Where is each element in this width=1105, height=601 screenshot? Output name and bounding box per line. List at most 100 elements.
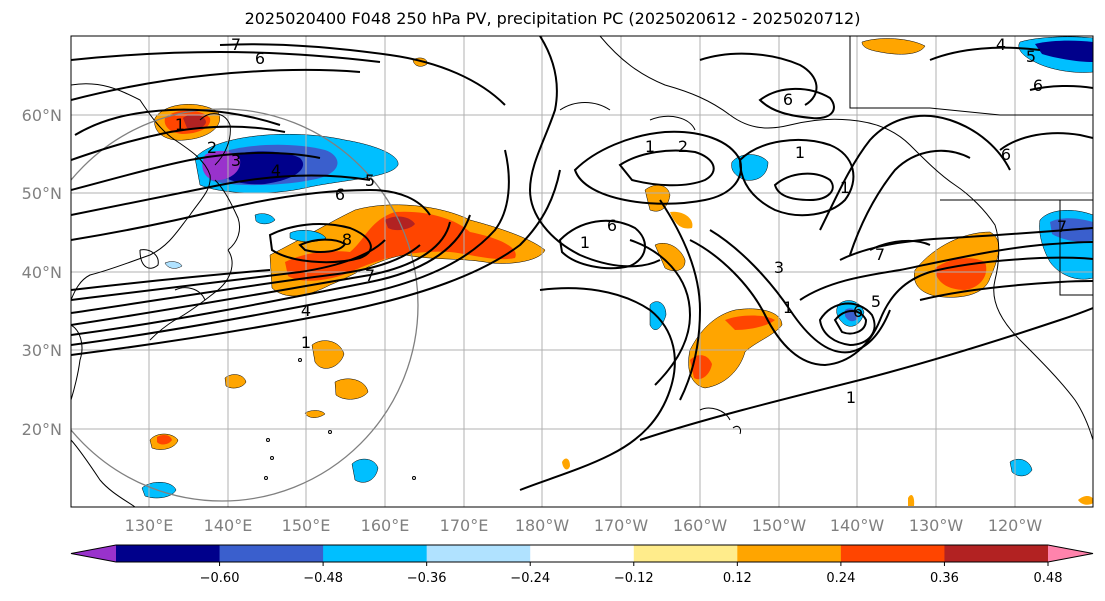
contour-label: 1 <box>840 178 850 197</box>
latitude-axis: 60°N 50°N 40°N 30°N 20°N <box>22 106 62 439</box>
colorbar-tick-label: −0.48 <box>303 571 343 586</box>
pv-contour <box>709 229 891 354</box>
contour-label: 6 <box>1033 76 1043 95</box>
lat-tick-label: 30°N <box>22 341 62 360</box>
contour-label: 2 <box>678 137 688 156</box>
pv-contour <box>819 114 1011 231</box>
contour-label: 2 <box>207 138 217 157</box>
contour-label: 6 <box>335 185 345 204</box>
contour-label: 6 <box>255 49 265 68</box>
contour-label: 3 <box>774 258 784 277</box>
contour-label: 1 <box>175 115 185 134</box>
colorbar-box <box>944 545 1049 562</box>
pv-contour <box>833 310 868 335</box>
contour-label: 7 <box>231 35 241 54</box>
pv-contour <box>219 43 506 106</box>
colorbar-tick-label: 0.36 <box>930 571 959 586</box>
lat-tick-label: 20°N <box>22 420 62 439</box>
lon-tick-label: 170°W <box>594 516 649 535</box>
lon-tick-label: 130°W <box>909 516 964 535</box>
colorbar-tick-label: −0.60 <box>200 571 240 586</box>
colorbar-tick-label: 0.12 <box>723 571 752 586</box>
contour-label: 5 <box>1026 47 1036 66</box>
longitude-axis: 130°E 140°E 150°E 160°E 170°E 180°W 170°… <box>125 516 1043 535</box>
pv-contour <box>71 244 421 314</box>
pv-contour <box>71 174 371 216</box>
pv-contour <box>71 214 471 336</box>
lat-tick-label: 60°N <box>22 106 62 125</box>
pv-contour <box>71 188 431 241</box>
contour-label: 4 <box>996 35 1006 54</box>
range-circle <box>71 108 419 502</box>
colorbar-box <box>737 545 842 562</box>
colorbar-box <box>219 545 324 562</box>
pv-contour <box>298 238 347 253</box>
lon-tick-label: 120°W <box>988 516 1043 535</box>
contour-label: 7 <box>1057 217 1067 236</box>
pv-contour <box>818 302 876 347</box>
colorbar: −0.60 −0.48 −0.36 −0.24 −0.12 0.12 0.24 0.36 0.4… <box>70 544 1094 586</box>
lon-tick-label: 180°W <box>515 516 570 535</box>
lon-tick-label: 140°E <box>204 516 253 535</box>
colorbar-box <box>323 545 428 562</box>
pv-contour <box>74 108 281 136</box>
pv-contour <box>629 239 692 386</box>
pv-contour <box>929 46 1041 61</box>
colorbar-extension-low <box>71 545 116 562</box>
pv-contour <box>799 241 1093 301</box>
contour-label: 1 <box>580 233 590 252</box>
pv-contour <box>773 172 834 202</box>
pv-contour <box>689 239 1093 367</box>
pv-contour <box>71 149 510 346</box>
contour-label: 7 <box>875 245 885 264</box>
colorbar-tick-label: −0.12 <box>614 571 654 586</box>
colorbar-box <box>633 545 738 562</box>
coastlines <box>71 36 1093 507</box>
colorbar-box <box>840 545 945 562</box>
contour-label: 3 <box>231 151 241 170</box>
pv-contour <box>71 68 361 101</box>
colorbar-box <box>116 545 221 562</box>
pv-contour <box>849 149 971 256</box>
pv-contour <box>573 130 742 205</box>
pv-contour <box>618 149 715 187</box>
colorbar-box <box>530 545 635 562</box>
pv-contour <box>519 287 676 491</box>
contour-label: 7 <box>365 266 375 285</box>
lat-tick-label: 40°N <box>22 263 62 282</box>
pv-contour <box>999 132 1093 151</box>
positive-anomaly-south-pacific <box>688 308 783 389</box>
pv-contour <box>71 239 386 301</box>
pv-contour <box>71 50 381 63</box>
pv-contour <box>1029 84 1093 91</box>
pv-contour <box>71 269 271 291</box>
lon-tick-label: 140°W <box>830 516 885 535</box>
pv-contour <box>528 36 661 268</box>
pv-contour <box>268 223 372 264</box>
contour-label: 1 <box>301 333 311 352</box>
map-title: 2025020400 F048 250 hPa PV, precipitatio… <box>244 9 861 28</box>
contour-label: 4 <box>271 161 281 180</box>
colorbar-tick-label: 0.24 <box>826 571 855 586</box>
contour-label: 8 <box>342 230 352 249</box>
lon-tick-label: 170°E <box>440 516 489 535</box>
lon-tick-label: 160°W <box>673 516 728 535</box>
pv-contour <box>758 87 835 120</box>
colorbar-extension-high <box>1048 545 1093 562</box>
pv-contours <box>71 36 1093 491</box>
colorbar-outline <box>70 544 1094 563</box>
colorbar-box <box>426 545 531 562</box>
contour-label: 1 <box>795 143 805 162</box>
pv-contour <box>558 219 646 270</box>
contour-label: 6 <box>783 90 793 109</box>
pv-contour <box>869 239 931 251</box>
pv-contour <box>639 307 1093 441</box>
lon-tick-label: 150°E <box>282 516 331 535</box>
lon-tick-label: 150°W <box>752 516 807 535</box>
contour-label: 6 <box>607 216 617 235</box>
contour-label: 5 <box>365 171 375 190</box>
contour-label: 1 <box>783 298 793 317</box>
pv-contour <box>71 125 286 161</box>
lon-tick-label: 160°E <box>361 516 410 535</box>
lon-tick-label: 130°E <box>125 516 174 535</box>
